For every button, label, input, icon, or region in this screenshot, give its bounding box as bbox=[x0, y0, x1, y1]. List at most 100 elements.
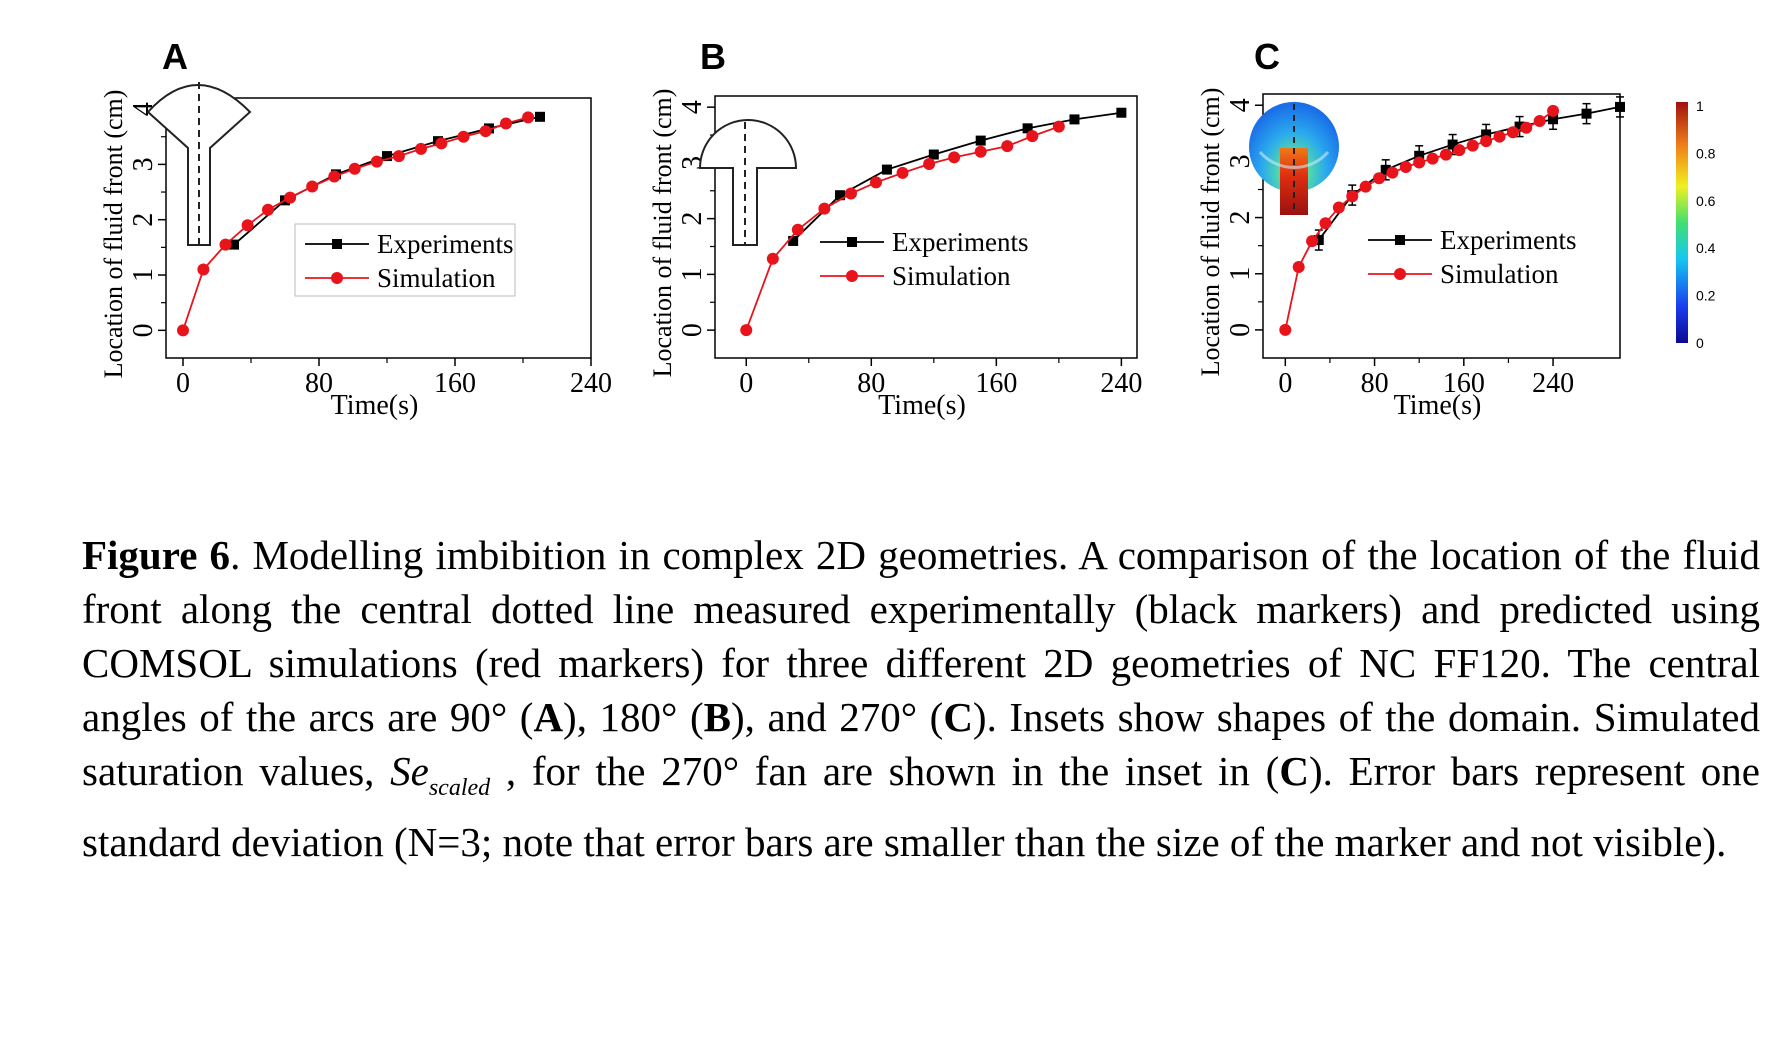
data-point bbox=[370, 155, 383, 168]
data-point bbox=[869, 176, 882, 189]
legend-label: Simulation bbox=[1440, 259, 1559, 289]
colorbar-tick-label: 0.8 bbox=[1696, 145, 1716, 161]
data-point bbox=[479, 125, 492, 138]
data-point bbox=[1447, 139, 1458, 150]
plot-frame bbox=[1262, 93, 1621, 359]
inset-outline bbox=[698, 119, 798, 246]
inset-highlight bbox=[1258, 151, 1330, 170]
data-point bbox=[241, 219, 254, 232]
legend-marker bbox=[1394, 268, 1406, 280]
y-tick-label: 1 bbox=[1225, 267, 1256, 281]
data-point bbox=[1506, 126, 1519, 139]
x-axis-label: Time(s) bbox=[878, 390, 966, 421]
y-tick-label: 0 bbox=[677, 323, 708, 337]
legend-label: Experiments bbox=[1440, 225, 1576, 255]
colorbar-tick-label: 0.2 bbox=[1696, 288, 1716, 304]
data-point bbox=[1581, 108, 1592, 119]
y-axis-label: Location of fluid front (cm) bbox=[1196, 88, 1225, 377]
y-tick-label: 3 bbox=[1225, 154, 1256, 168]
data-point bbox=[948, 151, 961, 164]
data-point bbox=[392, 150, 405, 163]
panel-letter: C bbox=[1254, 36, 1280, 77]
x-tick-label: 240 bbox=[1532, 368, 1574, 399]
data-point bbox=[348, 162, 361, 175]
legend-label: Experiments bbox=[892, 227, 1028, 257]
panel-letter: A bbox=[162, 36, 188, 77]
figure-caption: Figure 6. Modelling imbibition in comple… bbox=[82, 528, 1760, 869]
symbol-main: Se bbox=[390, 748, 429, 794]
x-tick-label: 160 bbox=[975, 368, 1017, 399]
caption-text: ). Error bars represent one standard dev… bbox=[82, 748, 1760, 865]
y-tick-label: 2 bbox=[1225, 211, 1256, 225]
data-point bbox=[1439, 148, 1452, 161]
plot-frame bbox=[165, 97, 592, 359]
data-point bbox=[1052, 120, 1065, 133]
caption-symbol: Sescaled bbox=[390, 748, 490, 801]
data-point bbox=[1001, 140, 1014, 153]
y-tick-label: 1 bbox=[128, 268, 159, 282]
data-point bbox=[881, 164, 892, 175]
x-tick-label: 160 bbox=[1443, 368, 1485, 399]
caption-text: . Modelling imbibition in complex 2D geo… bbox=[82, 532, 1760, 740]
data-point bbox=[766, 252, 779, 265]
legend-label: Experiments bbox=[377, 229, 513, 259]
caption-ref: C bbox=[1279, 748, 1309, 794]
data-point bbox=[1426, 152, 1439, 165]
panel-b: B 0 80 160 240 0 1 2 3 4 Time(s) Location of fluid… bbox=[640, 30, 1200, 490]
legend-marker bbox=[332, 239, 342, 249]
plot-frame bbox=[714, 95, 1138, 359]
data-point bbox=[522, 111, 535, 124]
y-tick-label: 0 bbox=[128, 323, 159, 337]
data-point bbox=[1380, 164, 1391, 175]
x-tick-label: 80 bbox=[305, 368, 333, 399]
data-point bbox=[818, 202, 831, 215]
data-point bbox=[1306, 235, 1319, 248]
data-point bbox=[1493, 130, 1506, 143]
legend-marker bbox=[846, 270, 858, 282]
data-point bbox=[844, 187, 857, 200]
data-point bbox=[284, 191, 297, 204]
data-point bbox=[1481, 129, 1492, 140]
x-axis-label: Time(s) bbox=[331, 390, 419, 421]
data-point bbox=[791, 223, 804, 236]
legend-box bbox=[294, 223, 516, 297]
series-experiments bbox=[788, 107, 1127, 246]
data-point bbox=[197, 263, 210, 276]
data-point bbox=[435, 137, 448, 150]
data-point bbox=[1533, 114, 1546, 127]
colorbar bbox=[1676, 102, 1688, 343]
colorbar-tick-label: 0 bbox=[1696, 335, 1704, 351]
data-point bbox=[1292, 261, 1305, 274]
y-tick-label: 3 bbox=[128, 157, 159, 171]
y-tick-label: 1 bbox=[677, 267, 708, 281]
series-line bbox=[792, 111, 1122, 242]
y-tick-label: 4 bbox=[1225, 98, 1256, 112]
data-point bbox=[1026, 130, 1039, 143]
data-point bbox=[1022, 123, 1033, 134]
data-point bbox=[177, 324, 189, 337]
inset-fan-shape bbox=[698, 119, 798, 246]
caption-ref: C bbox=[943, 694, 973, 740]
x-tick-label: 0 bbox=[176, 368, 190, 399]
x-tick-label: 0 bbox=[739, 368, 753, 399]
series-simulation bbox=[177, 111, 535, 337]
data-point bbox=[1615, 101, 1625, 112]
y-tick-label: 2 bbox=[677, 212, 708, 226]
data-point bbox=[1319, 217, 1332, 230]
caption-text: ). Insets show shapes of the domain. Sim… bbox=[82, 694, 1760, 794]
legend-marker bbox=[1395, 235, 1405, 245]
data-point bbox=[262, 203, 274, 216]
legend-marker bbox=[331, 272, 343, 284]
data-point bbox=[788, 235, 799, 246]
data-point bbox=[923, 158, 936, 171]
legend-label: Simulation bbox=[377, 263, 496, 293]
data-point bbox=[1346, 190, 1359, 203]
x-tick-label: 80 bbox=[1361, 368, 1389, 399]
x-tick-label: 0 bbox=[1278, 368, 1292, 399]
panel-a: A 0 80 160 240 0 1 2 3 4 Time(s) Location of fluid… bbox=[99, 30, 660, 490]
data-point bbox=[1466, 139, 1479, 152]
data-point bbox=[1373, 172, 1386, 185]
inset-saturation-map bbox=[1249, 101, 1339, 215]
data-point bbox=[1399, 161, 1412, 174]
